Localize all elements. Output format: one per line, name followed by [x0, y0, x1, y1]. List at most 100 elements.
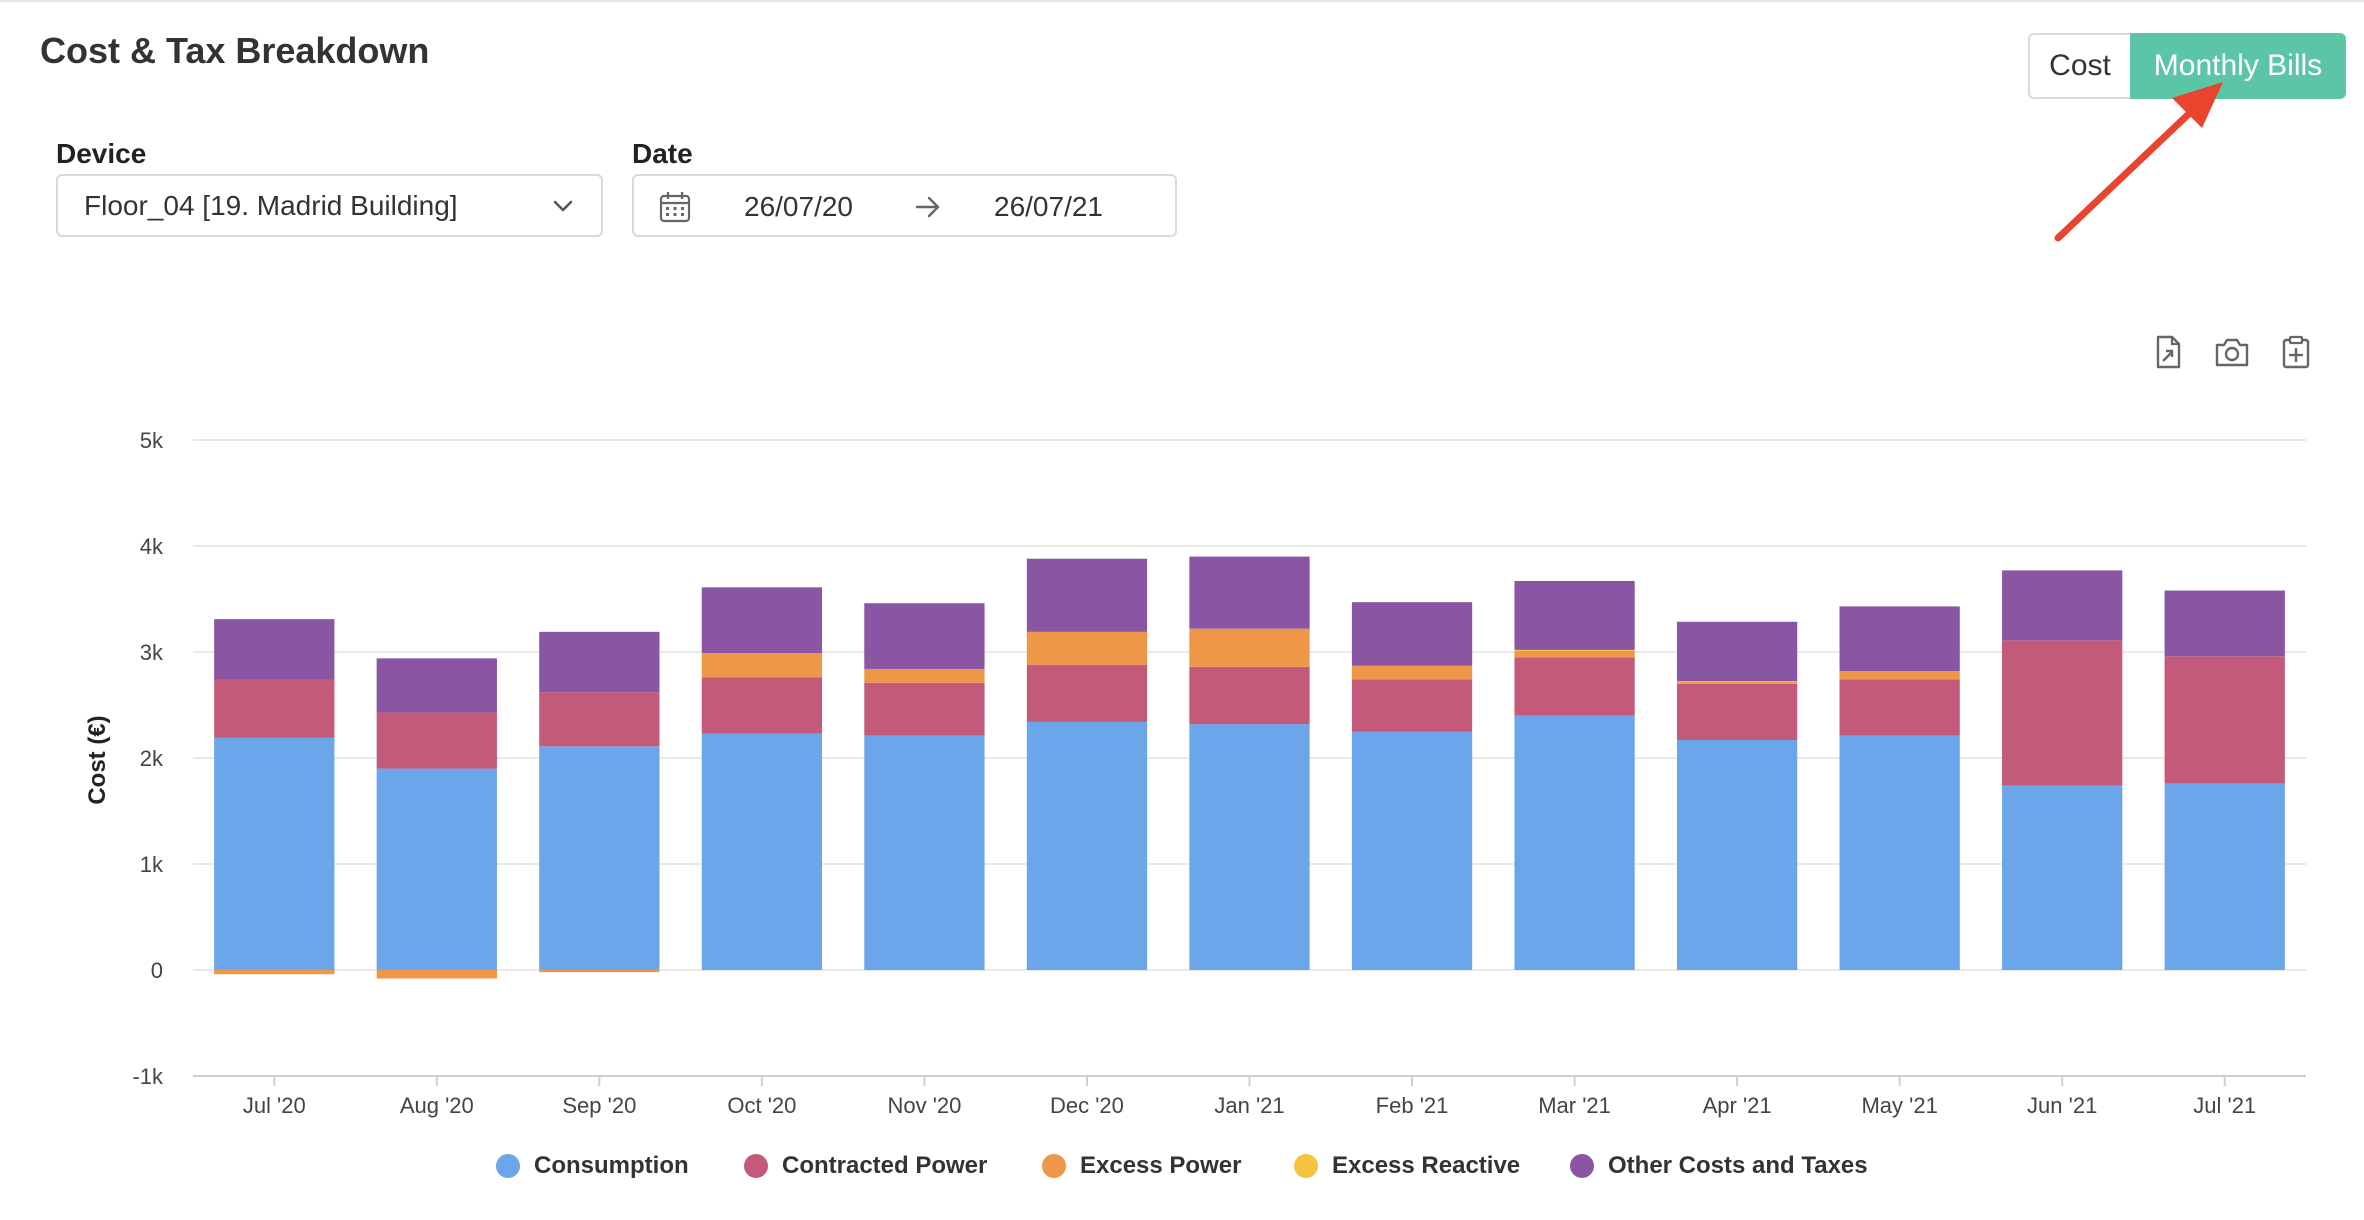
bar-segment[interactable]: [864, 682, 985, 736]
legend-dot-icon: [496, 1154, 520, 1178]
bar-segment[interactable]: [539, 970, 660, 973]
bar-segment[interactable]: [1351, 679, 1473, 732]
bar-segment[interactable]: [376, 712, 497, 769]
bar-segment[interactable]: [1514, 649, 1635, 651]
bar-segment[interactable]: [539, 692, 660, 747]
bar-segment[interactable]: [1676, 621, 1798, 682]
date-to-input[interactable]: 26/07/21: [994, 191, 1103, 222]
bar-segment[interactable]: [864, 603, 985, 669]
bar-segment[interactable]: [2002, 785, 2123, 970]
date-range-picker[interactable]: 26/07/20 26/07/21: [632, 174, 1177, 237]
bar-segment[interactable]: [214, 619, 335, 680]
bar-segment[interactable]: [1189, 666, 1310, 725]
bar-segment[interactable]: [1839, 679, 1960, 736]
cost-toggle-button[interactable]: Cost: [2028, 33, 2130, 99]
clipboard-add-icon[interactable]: [2278, 334, 2314, 370]
bar-segment[interactable]: [539, 746, 660, 970]
bar-segment[interactable]: [1676, 681, 1798, 684]
bar-segment[interactable]: [1026, 721, 1148, 970]
arrow-right-icon: [915, 196, 940, 218]
date-label: Date: [632, 138, 693, 169]
bar-segment[interactable]: [214, 970, 335, 975]
x-tick-label: Dec '20: [1050, 1093, 1124, 1118]
page-title: Cost & Tax Breakdown: [40, 30, 430, 71]
x-tick-label: Nov '20: [887, 1093, 961, 1118]
export-file-icon[interactable]: [2150, 334, 2186, 370]
bar-segment[interactable]: [214, 679, 335, 738]
bar-segment[interactable]: [214, 737, 335, 970]
y-axis-label: Cost (€): [84, 715, 111, 804]
bar-segment[interactable]: [539, 631, 660, 693]
bar-segment[interactable]: [376, 658, 497, 713]
bar-segment[interactable]: [701, 587, 823, 654]
x-tick-label: Feb '21: [1376, 1093, 1449, 1118]
legend-dot-icon: [1570, 1154, 1594, 1178]
bar-segment[interactable]: [376, 970, 497, 979]
bar-segment[interactable]: [1189, 724, 1310, 970]
bar-segment[interactable]: [1189, 628, 1310, 667]
bar-segment[interactable]: [2164, 590, 2285, 657]
annotation-arrow-icon: [2054, 82, 2223, 242]
bar-segment[interactable]: [1676, 739, 1798, 970]
bar-segment[interactable]: [1026, 664, 1148, 722]
x-tick-label: Jul '21: [2193, 1093, 2256, 1118]
x-tick-label: Oct '20: [727, 1093, 796, 1118]
device-select[interactable]: Floor_04 [19. Madrid Building]: [56, 174, 603, 237]
y-tick-label: 5k: [140, 428, 164, 453]
bar-segment[interactable]: [1514, 580, 1635, 650]
x-tick-label: Mar '21: [1538, 1093, 1611, 1118]
bar-segment[interactable]: [1351, 731, 1473, 971]
bar-segment[interactable]: [864, 735, 985, 970]
legend-label: Consumption: [534, 1152, 689, 1179]
legend-label: Excess Reactive: [1332, 1152, 1521, 1179]
bar-segment[interactable]: [701, 653, 823, 678]
y-tick-label: 0: [151, 958, 163, 983]
bar-segment[interactable]: [1351, 665, 1473, 680]
bar-segment[interactable]: [701, 677, 823, 734]
chart-legend: Consumption Contracted Power Excess Power E…: [0, 1152, 2364, 1188]
camera-icon[interactable]: [2214, 334, 2250, 370]
bar-segment[interactable]: [2002, 570, 2123, 641]
legend-item[interactable]: Consumption: [496, 1152, 689, 1180]
bar-segment[interactable]: [376, 768, 497, 970]
x-tick-label: Jan '21: [1214, 1093, 1284, 1118]
bar-segment[interactable]: [1839, 671, 1960, 680]
legend-item[interactable]: Excess Power: [1042, 1152, 1241, 1180]
monthly-bills-toggle-button[interactable]: Monthly Bills: [2130, 33, 2346, 99]
legend-item[interactable]: Excess Reactive: [1294, 1152, 1520, 1180]
y-tick-label: 4k: [140, 534, 164, 559]
bar-segment[interactable]: [1676, 683, 1798, 740]
bar-segment[interactable]: [2164, 656, 2285, 784]
view-toggle: Cost Monthly Bills: [2028, 33, 2346, 99]
device-select-value: Floor_04 [19. Madrid Building]: [84, 190, 458, 221]
bar-segment[interactable]: [701, 733, 823, 970]
bar-segment[interactable]: [1514, 657, 1635, 716]
bar-segment[interactable]: [1839, 735, 1960, 970]
bar-segment[interactable]: [1514, 650, 1635, 658]
device-label: Device: [56, 138, 147, 169]
bar-segment[interactable]: [2002, 640, 2123, 786]
calendar-icon: [659, 192, 691, 223]
y-tick-label: -1k: [132, 1064, 164, 1089]
bar-segment[interactable]: [1026, 558, 1148, 632]
bar-segment[interactable]: [1676, 681, 1798, 683]
top-divider: [0, 0, 2364, 2]
y-tick-label: 3k: [140, 640, 164, 665]
legend-label: Other Costs and Taxes: [1608, 1152, 1868, 1179]
cost-breakdown-chart: -1k 0 1k 2k 3k 4k 5k Jul '20 Aug '20 Sep '20 Oct '…: [84, 428, 2306, 1118]
y-tick-label: 1k: [140, 852, 164, 877]
x-tick-label: Jul '20: [243, 1093, 306, 1118]
date-from-input[interactable]: 26/07/20: [744, 191, 853, 222]
bar-segment[interactable]: [2164, 783, 2285, 970]
legend-item[interactable]: Contracted Power: [744, 1152, 987, 1180]
bar-segment[interactable]: [1351, 602, 1473, 666]
legend-label: Contracted Power: [782, 1152, 988, 1179]
bar-segment[interactable]: [864, 668, 985, 683]
bar-segment[interactable]: [1839, 606, 1960, 672]
legend-item[interactable]: Other Costs and Taxes: [1570, 1152, 1868, 1180]
x-tick-label: Sep '20: [562, 1093, 636, 1118]
x-tick-label: May '21: [1861, 1093, 1937, 1118]
bar-segment[interactable]: [1514, 715, 1635, 970]
bar-segment[interactable]: [1189, 556, 1310, 629]
bar-segment[interactable]: [1026, 631, 1148, 665]
